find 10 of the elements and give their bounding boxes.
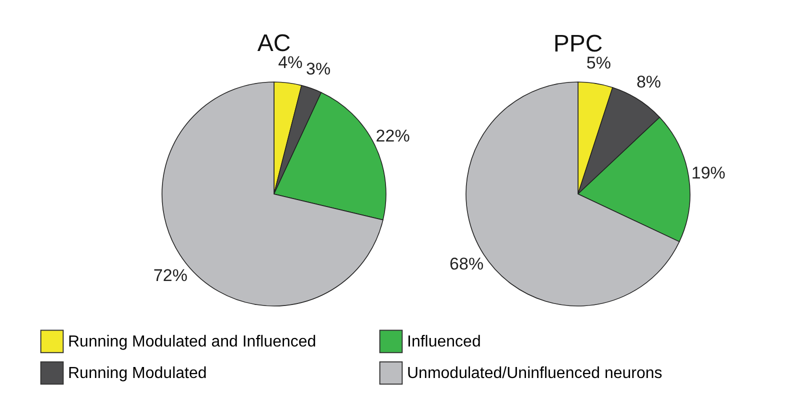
data-label: 72% [153, 266, 188, 285]
data-label: 8% [636, 72, 662, 92]
data-label: 68% [450, 254, 484, 274]
data-label: 22% [376, 126, 410, 146]
legend-label: Running Modulated [68, 365, 207, 382]
data-label: 3% [306, 60, 331, 79]
legend-label: Running Modulated and Influenced [68, 333, 316, 350]
data-label: 19% [691, 163, 726, 182]
legend-label: Influenced [407, 333, 481, 350]
legend-label: Unmodulated/Uninfluenced neurons [407, 365, 662, 382]
